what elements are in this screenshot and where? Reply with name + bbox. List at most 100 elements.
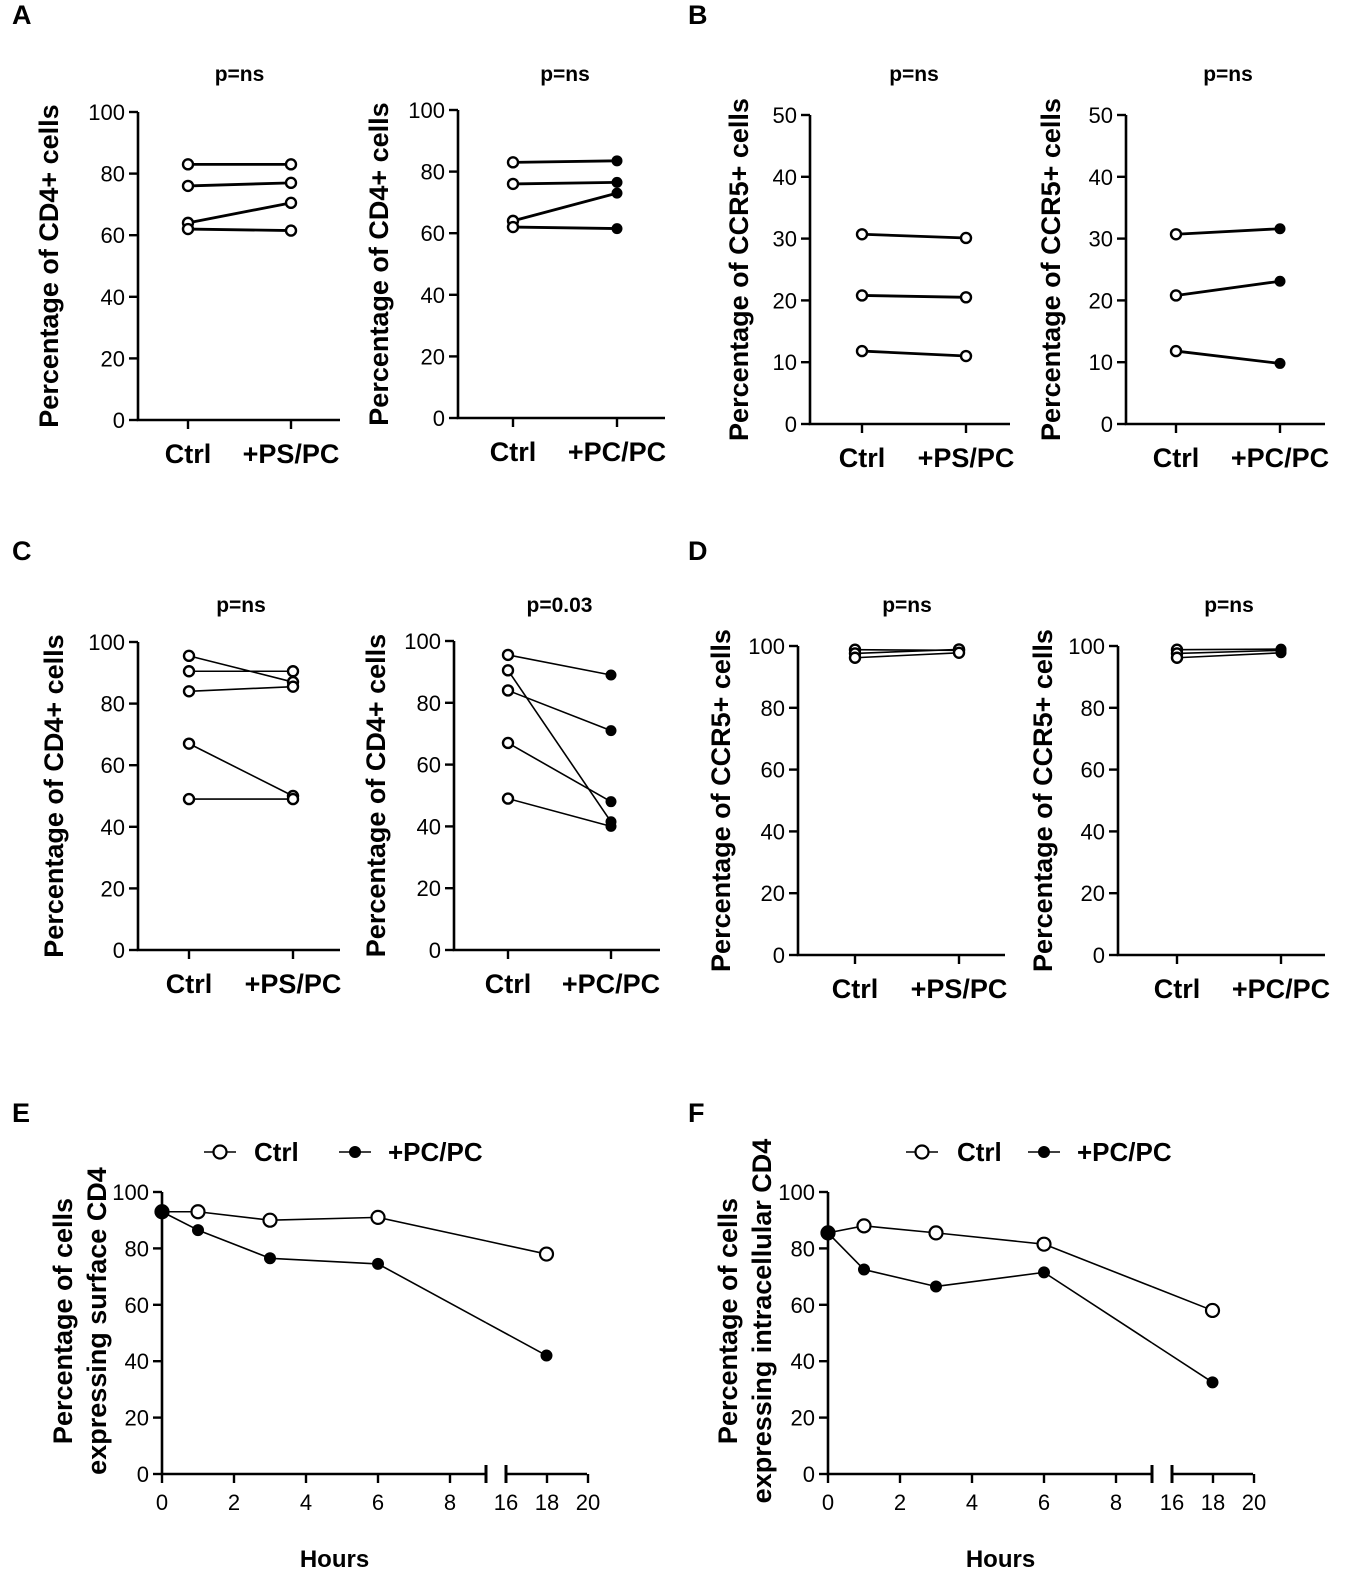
y-tick-label-e: 40 <box>125 1349 149 1374</box>
y-tick-label-c1: 0 <box>113 938 125 963</box>
panel-label-b: B <box>688 0 708 30</box>
series-line-f <box>1043 1243 1153 1288</box>
category-label-c2: Ctrl <box>485 969 532 999</box>
ctrl-point-c1 <box>182 649 196 663</box>
ctrl-point-c2 <box>501 684 515 697</box>
y-tick-label-e: 20 <box>125 1406 149 1431</box>
x-tick-label-f: 16 <box>1160 1490 1184 1515</box>
treated-point-d1 <box>952 646 966 659</box>
y-tick-label-f: 0 <box>803 1462 815 1487</box>
series-line-f <box>935 1232 1045 1245</box>
y-tick-label-d2: 80 <box>1081 696 1105 721</box>
data-point-pcpc-f <box>858 1263 870 1276</box>
y-tick-label-d1: 20 <box>761 881 785 906</box>
series-line-e <box>197 1210 271 1221</box>
treated-point-a1 <box>284 224 298 237</box>
y-axis-label-d2: Percentage of CCR5+ cells <box>1028 629 1058 972</box>
treated-point-b2 <box>1274 275 1286 287</box>
y-axis-label-a2: Percentage of CD4+ cells <box>364 102 394 425</box>
panel-label-d: D <box>688 536 708 566</box>
panel-label-c: C <box>12 536 32 566</box>
ctrl-point-a2 <box>506 177 520 191</box>
ctrl-point-b2 <box>1169 289 1183 302</box>
category-label-a1: Ctrl <box>165 439 212 469</box>
category-label-d2: +PC/PC <box>1232 974 1330 1004</box>
y-tick-label-e: 100 <box>112 1180 149 1205</box>
y-tick-label-b1: 0 <box>785 412 797 437</box>
treated-point-c2 <box>605 796 617 808</box>
chart-a1: 0 20 40 60 80 100 Ctrl +PS/PC Percentage of CD4+… <box>34 63 340 469</box>
legend-item-pcpc-e: +PC/PC <box>339 1137 483 1167</box>
pair-line-c2 <box>507 742 612 803</box>
pair-line-d1 <box>854 651 960 659</box>
ctrl-point-a2 <box>506 156 520 169</box>
y-axis-label-d1: Percentage of CCR5+ cells <box>706 629 736 972</box>
p-value-b1: p=ns <box>889 63 939 86</box>
category-label-d1: Ctrl <box>832 974 879 1004</box>
x-tick-label-e: 20 <box>576 1490 600 1515</box>
y-tick-label-a1: 80 <box>101 162 125 187</box>
legend-item-ctrl-e: Ctrl <box>204 1137 299 1167</box>
pair-line-b2 <box>1175 279 1281 297</box>
treated-point-c2 <box>605 725 617 737</box>
legend-marker-e <box>212 1144 228 1160</box>
y-tick-label-b1: 50 <box>773 103 797 128</box>
ctrl-point-b2 <box>1169 228 1183 241</box>
y-tick-label-d2: 0 <box>1093 943 1105 968</box>
x-tick-label-e: 4 <box>300 1490 312 1515</box>
category-label-b2: Ctrl <box>1153 443 1200 473</box>
series-line-e <box>269 1216 379 1221</box>
series-line-f <box>935 1271 1045 1288</box>
treated-point-b1 <box>959 231 973 245</box>
data-point-ctrl-f <box>928 1225 944 1241</box>
panel-label-f: F <box>688 1098 705 1128</box>
y-tick-label-b2: 20 <box>1089 288 1113 313</box>
data-point-ctrl-f <box>1204 1302 1221 1319</box>
pair-line-a2 <box>512 225 618 230</box>
series-line-f <box>827 1232 865 1271</box>
legend-label-e: +PC/PC <box>388 1137 483 1167</box>
panel-label-e: E <box>12 1098 30 1128</box>
chart-b2: 0 10 20 30 40 50 Ctrl +PC/PC Percentage of CCR5+… <box>1036 63 1329 473</box>
category-label-c1: Ctrl <box>166 969 213 999</box>
pair-line-c2 <box>507 669 612 823</box>
y-tick-label-f: 40 <box>791 1349 815 1374</box>
y-tick-label-c2: 20 <box>417 876 441 901</box>
y-tick-label-d1: 80 <box>761 696 785 721</box>
treated-point-b2 <box>1274 223 1286 235</box>
y-tick-label-d1: 60 <box>761 758 785 783</box>
p-value-d2: p=ns <box>1204 594 1254 617</box>
y-tick-label-d1: 0 <box>773 943 785 968</box>
treated-point-a1 <box>284 196 298 210</box>
y-axis-label-c1: Percentage of CD4+ cells <box>39 634 69 957</box>
legend-marker-e <box>349 1146 361 1158</box>
series-line-f <box>863 1268 937 1288</box>
p-value-c1: p=ns <box>216 594 266 617</box>
pair-line-a1 <box>187 201 292 225</box>
y-tick-label-b2: 10 <box>1089 350 1113 375</box>
y-tick-label-b1: 40 <box>773 165 797 190</box>
x-tick-label-f: 8 <box>1110 1490 1122 1515</box>
y-tick-label-c1: 100 <box>88 630 125 655</box>
pair-line-c1 <box>188 655 294 683</box>
y-tick-label-c1: 80 <box>101 692 125 717</box>
category-label-a2: +PC/PC <box>568 437 666 467</box>
y-tick-label-a2: 100 <box>408 98 445 123</box>
y-axis-label-line-1-e: Percentage of cells <box>48 1198 78 1444</box>
series-pcpc-f <box>822 1226 1219 1389</box>
treated-point-a2 <box>611 176 623 188</box>
chart-d1: 0 20 40 60 80 100 Ctrl +PS/PC Percentage of CCR5… <box>706 594 1007 1004</box>
y-tick-label-b2: 30 <box>1089 227 1113 252</box>
y-tick-label-e: 80 <box>125 1236 149 1261</box>
legend-marker-f <box>914 1144 930 1160</box>
y-tick-label-b2: 40 <box>1089 165 1113 190</box>
y-tick-label-c2: 0 <box>429 938 441 963</box>
y-tick-label-a2: 20 <box>421 344 445 369</box>
ctrl-point-b1 <box>855 289 869 302</box>
category-label-a1: +PS/PC <box>243 439 340 469</box>
treated-point-b2 <box>1274 357 1286 369</box>
series-line-e <box>161 1211 199 1231</box>
p-value-a2: p=ns <box>540 63 590 86</box>
ctrl-point-b1 <box>855 228 869 241</box>
